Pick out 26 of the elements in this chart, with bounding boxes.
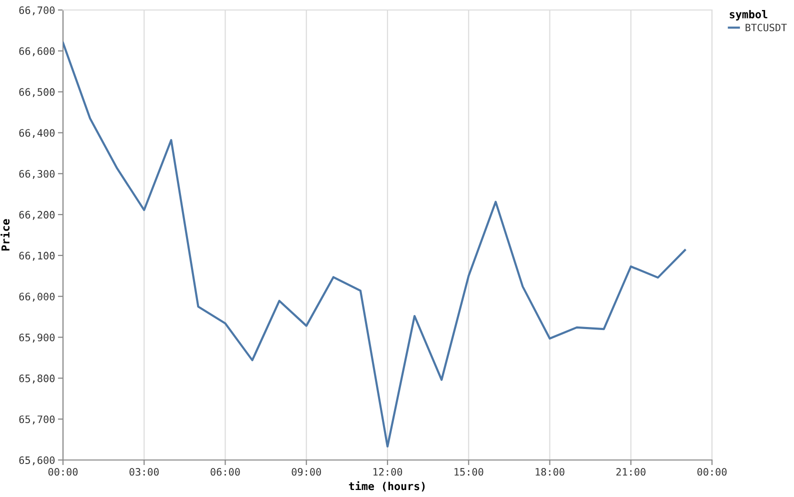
y-tick-label: 66,500 <box>19 88 55 98</box>
legend-label: BTCUSDT <box>746 24 787 32</box>
x-tick-label: 03:00 <box>130 468 159 476</box>
x-tick-label: 00:00 <box>697 468 727 476</box>
y-tick-label: 66,700 <box>19 6 55 16</box>
line-series <box>63 42 686 448</box>
x-tick-label: 00:00 <box>48 468 78 476</box>
x-tick-label: 21:00 <box>616 468 646 476</box>
y-tick-label: 66,000 <box>19 292 55 302</box>
x-tick-label: 09:00 <box>292 468 321 476</box>
y-tick-label: 65,700 <box>19 415 55 424</box>
y-tick-label: 66,400 <box>19 129 55 138</box>
x-axis-title: time (hours) <box>348 481 425 492</box>
y-tick-label: 66,600 <box>19 47 55 56</box>
y-axis-title: Price <box>0 219 10 250</box>
x-tick-label: 15:00 <box>454 468 484 476</box>
y-tick-label: 66,100 <box>19 252 55 261</box>
y-tick-label: 66,300 <box>19 170 55 179</box>
x-tick-label: 18:00 <box>536 468 564 476</box>
y-tick-label: 65,800 <box>19 374 55 384</box>
x-tick-label: 06:00 <box>210 468 240 476</box>
x-tick-label: 12:00 <box>373 468 402 476</box>
y-tick-label: 65,600 <box>19 456 55 466</box>
y-tick-label: 66,200 <box>19 210 55 220</box>
y-tick-label: 65,900 <box>19 334 55 343</box>
legend-title: symbol <box>730 10 768 20</box>
